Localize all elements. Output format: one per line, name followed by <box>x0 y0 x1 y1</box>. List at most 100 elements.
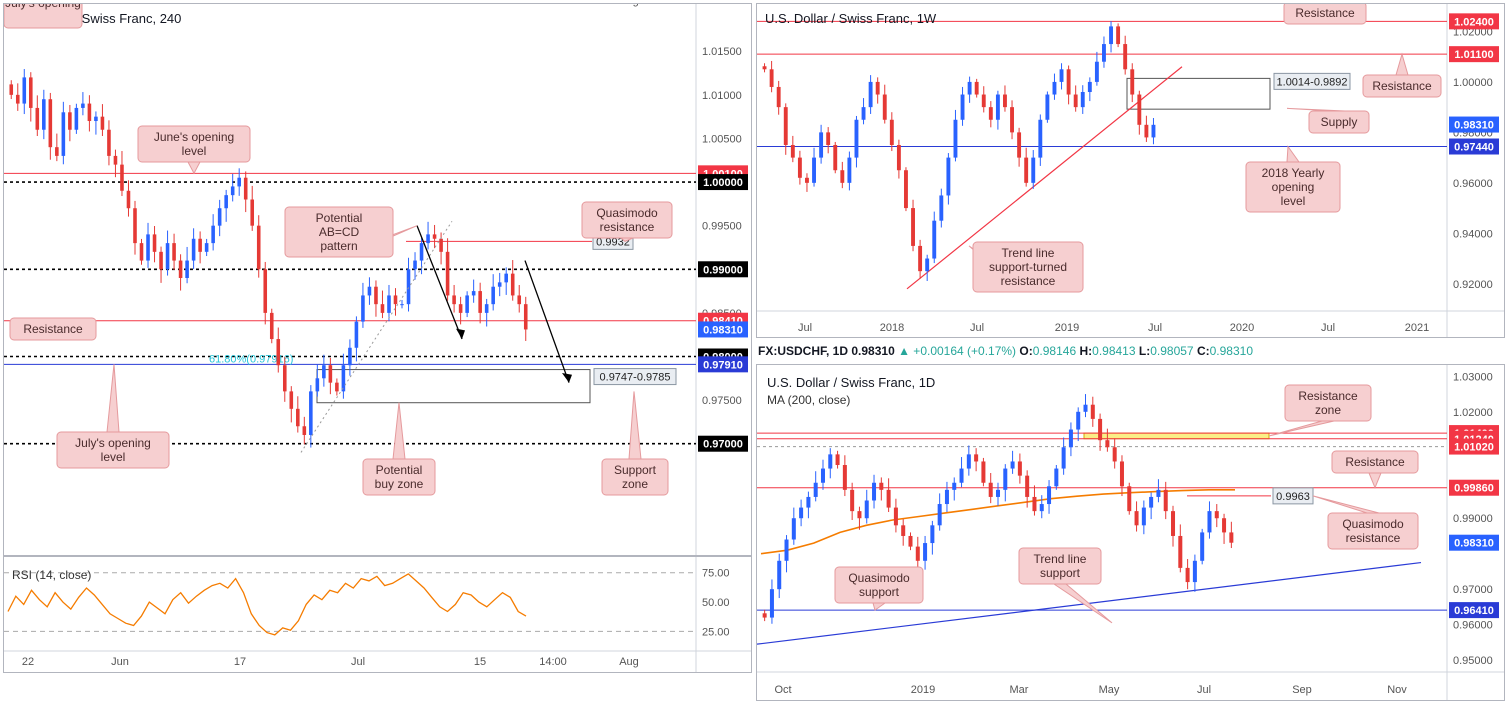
h4-candle <box>361 295 365 322</box>
w1-y-tick: 1.00000 <box>1453 77 1493 89</box>
d1-level-tag <box>1449 438 1499 455</box>
h4-candle <box>230 186 235 196</box>
h4-candle <box>302 426 307 435</box>
w1-candle <box>1045 94 1050 120</box>
w1-x-tick: Jul <box>798 322 812 334</box>
w1-level-tag-label: 1.02400 <box>1454 16 1494 28</box>
h4-candle <box>68 112 72 130</box>
h4-x-tick: 17 <box>234 4 246 7</box>
w1-y-tick: 0.92000 <box>1453 279 1493 291</box>
h4-candle <box>237 177 241 187</box>
w1-note-yearly-opening-pointer <box>1286 145 1300 163</box>
d1-candle <box>1222 518 1227 533</box>
h4-candle <box>484 304 489 313</box>
daily-chart-panel[interactable]: 1.03000 1.02000 0.99000 0.97000 0.96000 0.950… <box>756 364 1505 701</box>
d1-candle <box>944 489 949 505</box>
d1-candle <box>1098 418 1103 441</box>
rsi-x-tick: Aug <box>619 656 639 668</box>
w1-candle <box>868 81 873 108</box>
h4-candle <box>322 365 326 379</box>
daily-chart[interactable]: 1.03000 1.02000 0.99000 0.97000 0.96000 0.950… <box>757 365 1505 701</box>
ticker-low-label: L: <box>1138 344 1151 358</box>
w1-note-resistance-right-pointer <box>1395 52 1409 76</box>
rsi-x-tick: 17 <box>234 656 246 668</box>
w1-candle <box>1024 157 1029 183</box>
h4-candle <box>100 116 105 130</box>
h4-level-tag <box>698 356 748 373</box>
h4-note-buy-zone-pointer <box>392 402 406 460</box>
h4-note-julys-opening-box <box>56 431 170 469</box>
h4-candle <box>367 286 372 296</box>
h4-candle <box>315 378 320 392</box>
h4-candle <box>250 199 255 226</box>
w1-note-trend-line-text: support-turned <box>989 260 1067 274</box>
h4-candle <box>81 103 85 108</box>
rsi-title: RSI (14, close) <box>12 568 91 582</box>
h4-candle <box>185 260 189 278</box>
h4-candle <box>393 295 398 305</box>
d1-note-resistance-zone-text: Resistance <box>1298 389 1358 403</box>
h4-note-support-zone-text: Support <box>614 463 657 477</box>
w1-candle <box>1003 94 1007 108</box>
w1-candle <box>925 258 930 272</box>
h4-candle <box>107 129 111 156</box>
w1-candle <box>819 132 824 158</box>
h4-candle <box>335 382 339 392</box>
rsi-chart[interactable]: 75.00 50.00 25.00 RSI (14, close) 22 Jun 17 Jul… <box>4 557 752 673</box>
weekly-chart-panel[interactable]: 1.02000 1.00000 0.98000 0.96000 0.94000 0.920… <box>756 3 1505 338</box>
w1-candle <box>988 107 993 120</box>
w1-note-yearly-opening-text: opening <box>1272 180 1315 194</box>
w1-candle <box>967 81 972 95</box>
d1-note-trend-line-text: Trend line <box>1034 552 1087 566</box>
h4-buy-zone-tag <box>593 368 677 386</box>
rsi-panel[interactable]: 75.00 50.00 25.00 RSI (14, close) 22 Jun 17 Jul… <box>3 556 752 673</box>
d1-candle <box>908 535 913 547</box>
h4-candle <box>159 251 163 270</box>
d1-candle <box>1003 468 1008 490</box>
w1-candle <box>1094 61 1099 82</box>
w1-candle <box>1066 69 1071 95</box>
h4-note-support-zone-pointer <box>628 391 642 460</box>
w1-candle <box>1059 69 1064 82</box>
h4-quasimodo-label: 0.9932 <box>596 236 630 248</box>
w1-candle <box>797 157 802 178</box>
ticker-close-label: C: <box>1196 344 1210 358</box>
d1-note-resistance-box <box>1331 450 1419 474</box>
d1-candle <box>893 507 898 526</box>
d1-candle <box>828 454 833 469</box>
d1-candle <box>930 525 935 544</box>
d1-candle <box>1054 468 1059 487</box>
h4-candle <box>413 260 417 270</box>
h4-note-buy-zone-box <box>362 458 436 496</box>
d1-x-tick: May <box>1099 684 1120 696</box>
w1-supply-tag <box>1273 72 1351 90</box>
d1-note-quasimodo-support-pointer <box>872 602 887 611</box>
d1-note-quasimodo-support-text: Quasimodo <box>848 571 910 585</box>
w1-trend-line <box>906 66 1183 290</box>
w1-candle <box>981 94 986 108</box>
d1-candle <box>1047 486 1052 505</box>
w1-candle <box>1116 26 1121 45</box>
d1-level-tag-label: 0.99860 <box>1454 483 1494 495</box>
w1-candle <box>960 94 965 120</box>
h4-level-tag-label: 1.00000 <box>703 177 743 189</box>
h4-note-junes-opening-box <box>137 125 251 163</box>
h4-candle <box>458 304 463 313</box>
ticker-symbol: FX:USDCHF, 1D <box>758 344 849 358</box>
h4-level-tag-label: 0.97000 <box>703 439 743 451</box>
w1-note-resistance-right-box <box>1362 74 1442 98</box>
d1-level-tag <box>1449 479 1499 496</box>
w1-candle <box>812 157 816 183</box>
w1-candle <box>946 157 951 196</box>
h4-x-tick: Aug <box>619 4 639 7</box>
w1-note-yearly-opening-text: 2018 Yearly <box>1262 166 1325 180</box>
w1-candle <box>896 144 901 171</box>
d1-candle <box>952 482 957 490</box>
w1-title: U.S. Dollar / Swiss Franc, 1W <box>765 11 937 26</box>
h4-candle <box>133 208 137 244</box>
w1-candle <box>1031 157 1036 183</box>
h4-chart[interactable]: 1.015001.010001.005000.995000.985000.975… <box>4 4 752 556</box>
h4-chart-panel[interactable]: 1.015001.010001.005000.995000.985000.975… <box>3 3 752 556</box>
weekly-chart[interactable]: 1.020001.000000.980000.960000.940000.920… <box>757 4 1505 338</box>
h4-candle <box>276 339 281 366</box>
